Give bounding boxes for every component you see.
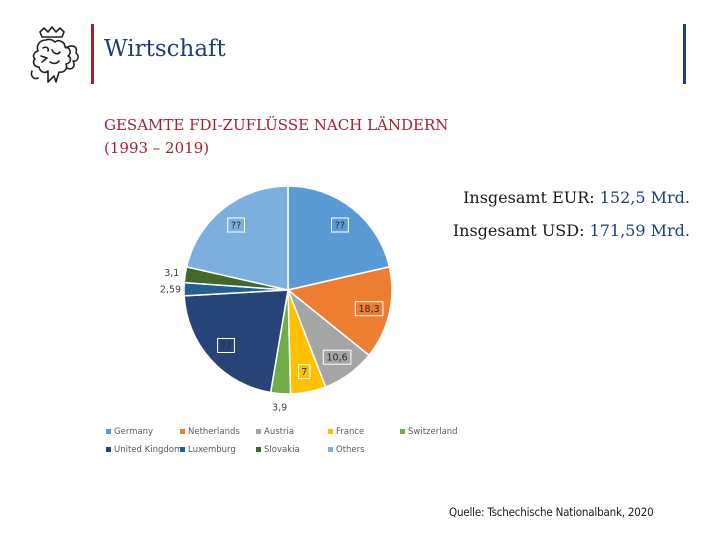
coat-of-arms-lion-logo <box>30 26 79 83</box>
data-label-netherlands: 18,3 <box>359 304 380 315</box>
data-label-others: ?? <box>231 221 241 232</box>
header-divider-right <box>683 24 686 84</box>
data-label-box-austria <box>322 349 352 365</box>
legend-swatch-switzerland <box>400 429 405 434</box>
legend-swatch-austria <box>256 429 261 434</box>
legend-label-france: France <box>336 427 364 437</box>
pie-slice-germany <box>287 185 391 291</box>
data-label-switzerland: 3,9 <box>272 403 287 414</box>
legend-label-united-kingdom: United Kingdom <box>114 445 182 455</box>
total-eur-value: 152,5 Mrd. <box>599 188 690 207</box>
legend-swatch-germany <box>106 429 111 434</box>
legend-swatch-slovakia <box>256 447 261 452</box>
legend-label-switzerland: Switzerland <box>408 427 458 437</box>
pie-slice-united-kingdom <box>183 289 289 394</box>
source-note: Quelle: Tschechische Nationalbank, 2020 <box>449 505 654 519</box>
chart-title: GESAMTE FDI-ZUFLÜSSE NACH LÄNDERN (1993 … <box>104 114 448 160</box>
data-label-germany: ?? <box>335 221 345 232</box>
legend-label-luxemburg: Luxemburg <box>188 445 236 455</box>
chart-title-line2: (1993 – 2019) <box>104 139 210 157</box>
data-label-box-united-kingdom <box>217 338 235 353</box>
header-divider-left <box>91 24 94 84</box>
data-label-slovakia: 3,1 <box>164 268 179 279</box>
legend-label-austria: Austria <box>264 427 294 437</box>
total-usd-value: 171,59 Mrd. <box>589 221 690 240</box>
legend-label-slovakia: Slovakia <box>264 445 300 455</box>
section-title: Wirtschaft <box>104 36 226 62</box>
total-usd-label: Insgesamt USD: <box>452 221 590 240</box>
total-usd: Insgesamt USD: 171,59 Mrd. <box>453 214 690 247</box>
legend-swatch-others <box>328 447 333 452</box>
data-label-austria: 10,6 <box>327 353 348 364</box>
data-label-france: 7 <box>301 367 307 378</box>
data-label-box-france <box>298 364 311 380</box>
totals-box: Insgesamt EUR: 152,5 Mrd. Insgesamt USD:… <box>453 181 690 247</box>
chart-title-line1: GESAMTE FDI-ZUFLÜSSE NACH LÄNDERN <box>104 116 449 134</box>
total-eur: Insgesamt EUR: 152,5 Mrd. <box>453 181 690 214</box>
legend-swatch-united-kingdom <box>106 447 111 452</box>
pie-slice-others <box>185 185 289 291</box>
data-label-box-others <box>227 217 245 233</box>
data-label-luxemburg: 2,59 <box>160 285 181 296</box>
legend-swatch-netherlands <box>180 429 185 434</box>
legend-label-netherlands: Netherlands <box>188 427 240 437</box>
legend-label-germany: Germany <box>114 427 153 437</box>
total-eur-label: Insgesamt EUR: <box>463 188 600 207</box>
pie-chart: ?? 18,3 10,6 7 3,9?? 2,59 3,1?? Germany Netherla… <box>106 185 458 455</box>
data-label-united-kingdom: ?? <box>221 341 231 352</box>
data-label-box-netherlands <box>354 301 384 317</box>
pie-slice-netherlands <box>286 265 393 357</box>
legend-swatch-luxemburg <box>180 447 185 452</box>
legend-label-others: Others <box>336 445 365 455</box>
data-label-box-germany <box>331 217 349 233</box>
legend-swatch-france <box>328 429 333 434</box>
